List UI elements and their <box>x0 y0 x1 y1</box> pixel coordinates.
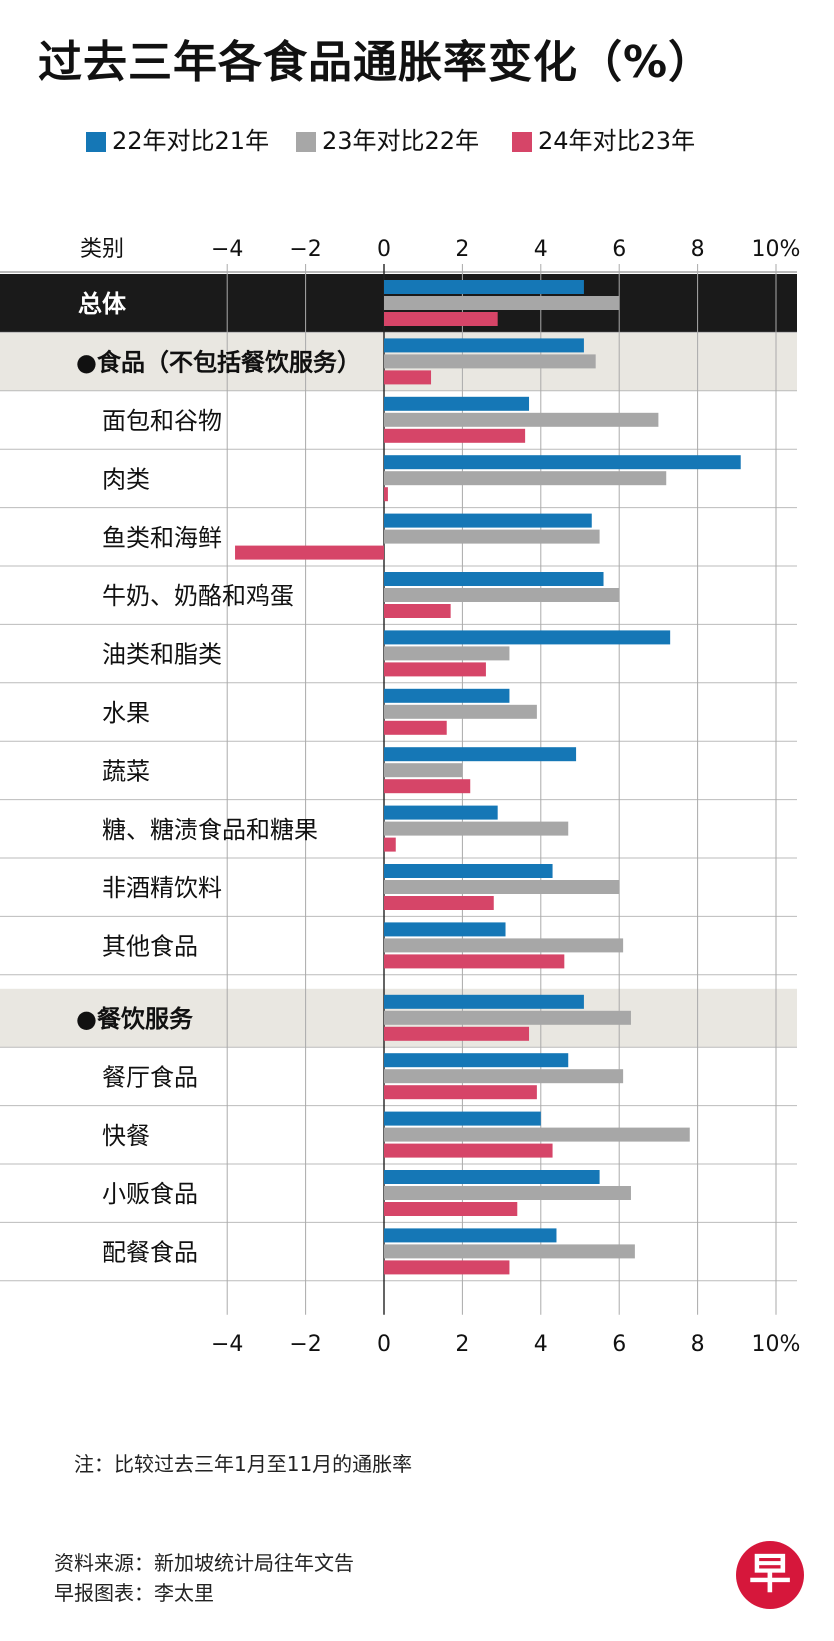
category-label: 总体 <box>78 290 127 318</box>
category-label: 面包和谷物 <box>102 407 222 435</box>
category-label: 水果 <box>102 699 150 727</box>
category-label: 非酒精饮料 <box>102 874 222 902</box>
bar-2024 <box>384 1143 553 1158</box>
category-label: 快餐 <box>102 1122 150 1150</box>
bar-2024 <box>384 428 526 443</box>
category-label: 牛奶、奶酪和鸡蛋 <box>102 582 294 610</box>
bar-2023 <box>384 1244 635 1259</box>
bar-2024 <box>384 720 447 735</box>
bar-2022 <box>384 1170 600 1184</box>
tick-label-bottom: −2 <box>289 1332 321 1357</box>
category-label: 小贩食品 <box>102 1180 198 1208</box>
category-label: 鱼类和海鲜 <box>102 524 222 552</box>
bar-2023 <box>384 471 667 486</box>
category-label: 配餐食品 <box>102 1239 198 1267</box>
category-label: 蔬菜 <box>102 757 150 785</box>
category-label: 肉类 <box>102 465 150 493</box>
bar-2023 <box>384 1127 690 1142</box>
bar-2024 <box>384 1085 537 1100</box>
bar-2022 <box>384 455 741 470</box>
bar-2024 <box>384 312 498 326</box>
bar-2024 <box>384 487 388 502</box>
legend-swatch-grey <box>296 132 316 152</box>
chart-note: 注：比较过去三年1月至11月的通胀率 <box>74 1452 413 1476</box>
bar-2023 <box>384 880 620 894</box>
tick-label-top: −4 <box>211 237 243 262</box>
bar-2022 <box>384 747 577 762</box>
bar-2022 <box>384 630 671 645</box>
bar-2023 <box>384 296 620 310</box>
bar-2022 <box>384 572 604 586</box>
bar-2023 <box>384 821 569 836</box>
bar-2024 <box>384 954 565 969</box>
tick-label-top: 8 <box>691 237 705 262</box>
bar-2023 <box>384 938 624 953</box>
bar-2023 <box>384 1069 624 1084</box>
bar-2024 <box>384 370 432 385</box>
category-label: 餐厅食品 <box>102 1063 198 1091</box>
bar-2024 <box>384 604 451 618</box>
bar-2024 <box>384 837 396 852</box>
bar-2022 <box>384 922 506 937</box>
bar-2022 <box>384 513 592 528</box>
bar-2024 <box>384 1202 518 1216</box>
legend-label: 22年对比21年 <box>112 127 270 155</box>
tick-label-top: 6 <box>612 237 626 262</box>
legend-swatch-red <box>512 132 532 152</box>
bar-2022 <box>384 396 530 411</box>
category-label: 糖、糖渍食品和糖果 <box>102 816 318 844</box>
category-header: 类别 <box>80 237 124 262</box>
bar-2022 <box>384 338 584 353</box>
bar-2022 <box>384 1111 541 1126</box>
bar-2022 <box>384 805 498 820</box>
legend-swatch-blue <box>86 132 106 152</box>
tick-label-bottom: −4 <box>211 1332 243 1357</box>
tick-label-top: 10% <box>752 237 801 262</box>
bar-2022 <box>384 1228 557 1243</box>
bar-2023 <box>384 412 659 427</box>
bar-2022 <box>384 688 510 703</box>
tick-label-bottom: 6 <box>612 1332 626 1357</box>
bar-2023 <box>384 1010 631 1025</box>
tick-label-bottom: 4 <box>534 1332 548 1357</box>
category-label: ●食品（不包括餐饮服务） <box>76 349 361 377</box>
zaobao-logo: 早 <box>736 1541 804 1609</box>
category-label: 油类和脂类 <box>102 641 222 669</box>
tick-label-bottom: 0 <box>377 1332 391 1357</box>
bar-2024 <box>235 545 384 560</box>
source-text: 资料来源：新加坡统计局往年文告 <box>54 1551 354 1575</box>
category-label: ●餐饮服务 <box>76 1005 194 1033</box>
legend-label: 24年对比23年 <box>538 127 696 155</box>
bar-2023 <box>384 354 596 369</box>
tick-label-top: 2 <box>455 237 469 262</box>
bar-2022 <box>384 864 553 878</box>
bar-2024 <box>384 779 471 794</box>
tick-label-top: 0 <box>377 237 391 262</box>
bar-2024 <box>384 896 494 910</box>
credit-text: 早报图表：李太里 <box>54 1581 214 1605</box>
tick-label-bottom: 2 <box>455 1332 469 1357</box>
bar-2024 <box>384 1260 510 1275</box>
tick-label-top: −2 <box>289 237 321 262</box>
chart-title: 过去三年各食品通胀率变化（%） <box>38 37 714 88</box>
bar-2023 <box>384 763 463 778</box>
bar-2024 <box>384 1026 530 1041</box>
bar-2023 <box>384 588 620 602</box>
bar-2023 <box>384 704 537 719</box>
tick-label-bottom: 8 <box>691 1332 705 1357</box>
tick-label-bottom: 10% <box>752 1332 801 1357</box>
bar-2022 <box>384 994 584 1009</box>
bar-2023 <box>384 1186 631 1200</box>
legend-label: 23年对比22年 <box>322 127 480 155</box>
bar-2023 <box>384 529 600 544</box>
bar-2022 <box>384 280 584 294</box>
bar-2022 <box>384 1053 569 1068</box>
bar-2023 <box>384 646 510 661</box>
tick-label-top: 4 <box>534 237 548 262</box>
category-label: 其他食品 <box>102 933 198 961</box>
bar-2024 <box>384 662 486 677</box>
